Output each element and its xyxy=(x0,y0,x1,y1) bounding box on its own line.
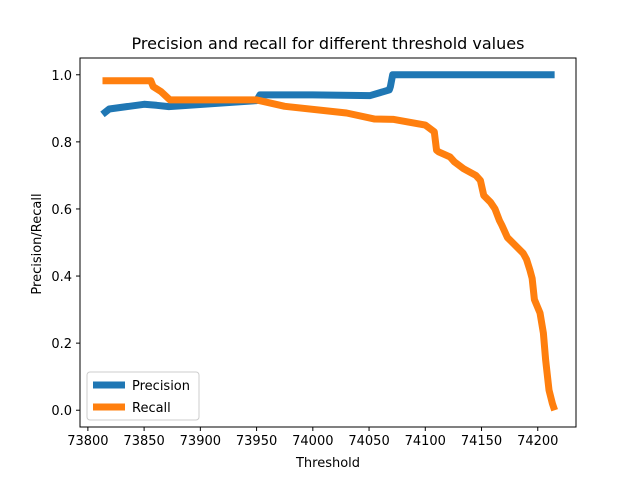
series-line-recall xyxy=(102,77,558,412)
legend-label-precision: Precision xyxy=(132,379,190,394)
x-tick-label: 74200 xyxy=(517,434,558,449)
chart-title: Precision and recall for different thres… xyxy=(132,34,525,53)
y-tick-label: 0.0 xyxy=(51,404,72,419)
y-tick-label: 0.4 xyxy=(51,270,72,285)
axes-frame xyxy=(79,57,577,428)
x-tick-label: 73850 xyxy=(123,434,164,449)
x-tick-label: 74100 xyxy=(405,434,446,449)
y-tick-label: 0.2 xyxy=(51,337,72,352)
x-tick-label: 73900 xyxy=(180,434,221,449)
x-tick-label: 74000 xyxy=(292,434,333,449)
y-axis-title: Precision/Recall xyxy=(30,193,45,294)
series-line-precision xyxy=(100,71,555,118)
legend-label-recall: Recall xyxy=(132,401,171,416)
x-tick-label: 74150 xyxy=(461,434,502,449)
x-tick-label: 73950 xyxy=(236,434,277,449)
x-tick-label: 73800 xyxy=(67,434,108,449)
x-axis-title: Threshold xyxy=(295,456,360,471)
legend: Precision Recall xyxy=(86,371,200,421)
plot-area: 73800 73850 73900 73950 74000 74050 74100 74150… xyxy=(51,57,577,449)
y-tick-label: 0.8 xyxy=(51,136,72,151)
y-tick-label: 0.6 xyxy=(51,203,72,218)
y-tick-label: 1.0 xyxy=(51,69,72,84)
x-tick-label: 74050 xyxy=(348,434,389,449)
